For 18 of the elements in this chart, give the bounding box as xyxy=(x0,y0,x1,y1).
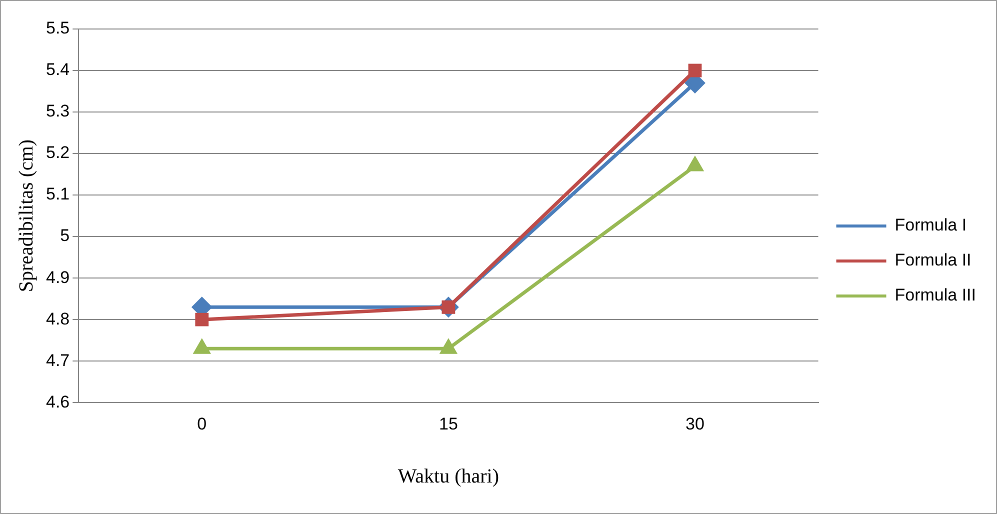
y-tick-label: 5.1 xyxy=(46,184,70,204)
y-axis-title: Spreadibilitas (cm) xyxy=(15,139,38,292)
legend-label: Formula II xyxy=(894,250,972,270)
y-tick-label: 5.5 xyxy=(46,18,70,38)
y-tick-label: 5.3 xyxy=(46,102,70,121)
x-tick-label: 15 xyxy=(438,414,458,434)
legend-label: Formula III xyxy=(894,286,976,305)
y-tick-label: 4.8 xyxy=(46,309,70,328)
y-tick-label: 5 xyxy=(60,226,70,246)
legend-label: Formula I xyxy=(894,216,967,235)
y-tick-label: 5.2 xyxy=(46,143,70,162)
x-tick-label: 0 xyxy=(197,414,207,434)
y-tick-label: 4.7 xyxy=(46,350,70,370)
x-tick-label: 30 xyxy=(686,414,704,434)
y-tick-label: 4.6 xyxy=(46,392,70,412)
x-axis-title: Waktu (hari) xyxy=(398,465,500,488)
y-tick-label: 4.9 xyxy=(46,268,70,287)
y-tick-label: 5.4 xyxy=(46,60,70,80)
